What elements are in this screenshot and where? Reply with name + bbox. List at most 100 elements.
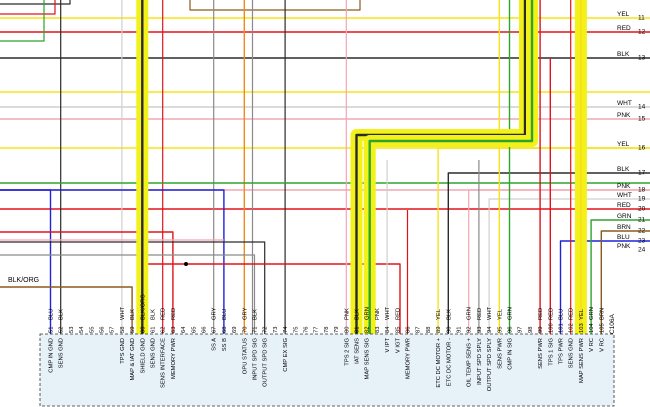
pin-number-78: 78	[324, 327, 330, 333]
pin-function-86: MEMORY PWR	[406, 338, 412, 379]
pin-number-59: 59	[130, 327, 136, 333]
pin-function-93: INPUT SPD SPLY	[477, 338, 483, 385]
pin-color-85: RED	[395, 308, 401, 320]
right-edge-wire-labels: YEL 11 RED 12 BLK 13 WHT 14 PNK 15 YEL 16 BLK 17 PNK 18…	[617, 11, 646, 254]
pin-function-92: OIL TEMP SENS +	[467, 337, 473, 387]
pin-color-68: BLU	[222, 309, 228, 320]
right-wire-color-24: PNK	[617, 243, 631, 250]
right-wire-number-15: 15	[638, 116, 646, 123]
pin-number-60: 60	[140, 327, 146, 333]
pin-number-51: 51	[49, 327, 55, 333]
right-wire-color-16: YEL	[617, 141, 630, 148]
pin-number-90: 90	[446, 327, 452, 333]
pin-number-102: 102	[569, 323, 575, 333]
pin-color-71: BLK	[253, 309, 259, 320]
wire-layer	[0, 0, 650, 334]
pin-number-98: 98	[528, 327, 534, 333]
wire-pin-101	[559, 240, 650, 334]
right-wire-color-11: YEL	[617, 11, 630, 18]
pin-color-83: PNK	[375, 308, 381, 320]
pin-color-58: WHT	[120, 306, 126, 320]
pin-number-83: 83	[375, 327, 381, 333]
wire-top-brown	[189, 0, 361, 11]
wire-blk-org	[0, 286, 133, 334]
pin-function-102: SENS GND	[569, 338, 575, 368]
pin-function-100: TPS 1 SIG	[548, 338, 554, 366]
pin-function-71: INPUT SPD SIG	[253, 338, 259, 381]
right-wire-number-13: 13	[638, 55, 646, 62]
pin-color-93: RED	[477, 308, 483, 320]
pin-color-61: BLK	[151, 309, 157, 320]
pin-function-58: TPS GND	[120, 338, 126, 364]
right-wire-color-19: WHT	[617, 192, 632, 199]
left-wire-label: BLK/ORG	[8, 277, 39, 284]
pin-number-88: 88	[426, 327, 432, 333]
wire-pin-82-highlighted	[368, 0, 534, 334]
right-wire-number-12: 12	[638, 29, 646, 36]
pin-color-59: BLK	[130, 309, 136, 320]
wire-top-left-red	[0, 0, 56, 15]
wire-pin-63	[0, 231, 174, 334]
wire-pin-104	[590, 219, 650, 334]
pin-number-79: 79	[334, 327, 340, 333]
pin-number-58: 58	[120, 327, 126, 333]
wire-pin-71b	[0, 254, 256, 334]
pin-function-60: SHIELD GND	[140, 338, 146, 373]
right-wire-number-22: 22	[638, 228, 646, 235]
pin-number-93: 93	[477, 327, 483, 333]
right-wire-color-14: WHT	[617, 100, 632, 107]
pin-function-85: V IGT	[395, 338, 401, 354]
pin-function-96: CMP IN SIG	[508, 338, 514, 370]
pin-number-66: 66	[202, 327, 208, 333]
connector-panel	[39, 333, 615, 407]
pin-number-67: 67	[212, 327, 218, 333]
pin-number-73: 73	[273, 327, 279, 333]
right-wire-number-14: 14	[638, 104, 646, 111]
pin-function-labels: CMP IN GND SENS GND TPS GND MAP & IAT GND SH…	[49, 337, 606, 391]
pin-color-95: YEL	[497, 308, 503, 320]
pin-number-53: 53	[69, 327, 75, 333]
pin-color-99: RED	[538, 308, 544, 320]
pin-number-71: 71	[253, 327, 259, 333]
pin-function-59: MAP & IAT GND	[130, 338, 136, 381]
pin-function-90: ETC DC MOTOR -	[446, 338, 452, 386]
pin-color-67: GRY	[212, 307, 218, 320]
right-wire-number-18: 18	[638, 187, 646, 194]
right-wire-number-11: 11	[638, 15, 645, 22]
pin-color-105: BRN	[599, 308, 605, 320]
pin-color-84: WHT	[385, 306, 391, 320]
pin-color-63: RED	[171, 308, 177, 320]
pin-function-99: SENS PWR	[538, 338, 544, 369]
wire-pin-72	[0, 241, 266, 334]
pin-function-80: TPS 2 SIG	[344, 338, 350, 366]
right-wire-number-17: 17	[638, 170, 646, 177]
pin-number-99: 99	[538, 327, 544, 333]
connector-body	[39, 333, 615, 407]
right-wire-number-20: 20	[638, 206, 646, 213]
pin-function-52: SENS GND	[59, 338, 65, 368]
right-wire-number-24: 24	[638, 247, 646, 254]
pin-number-92: 92	[467, 327, 473, 333]
right-wire-color-17: BLK	[617, 166, 630, 173]
pin-function-82: MAP SENS SIG	[365, 338, 371, 380]
pin-number-68: 68	[222, 327, 228, 333]
pin-number-89: 89	[436, 327, 442, 333]
pin-number-86: 86	[406, 327, 412, 333]
pin-color-82: GRN	[365, 307, 371, 320]
pin-number-94: 94	[487, 326, 493, 333]
pin-function-104: V RC	[589, 338, 595, 352]
pin-function-67: SS A	[212, 338, 218, 351]
pin-number-101: 101	[559, 323, 565, 333]
pin-function-94: OUTPUT SPD SPLY	[487, 338, 493, 391]
wire-pin-94	[488, 198, 650, 334]
pin-number-54: 54	[79, 326, 85, 333]
right-wire-color-22: BRN	[617, 224, 631, 231]
pin-number-74: 74	[283, 326, 289, 333]
wire-top-left-green	[0, 0, 45, 42]
pin-function-62: SENS INTERFACE	[161, 338, 167, 388]
pin-function-70: OPU STATUS	[242, 338, 248, 374]
right-wire-color-12: RED	[617, 25, 631, 32]
pin-color-92: GRN	[467, 307, 473, 320]
pin-color-96: GRN	[508, 307, 514, 320]
pin-number-62: 62	[161, 327, 167, 333]
